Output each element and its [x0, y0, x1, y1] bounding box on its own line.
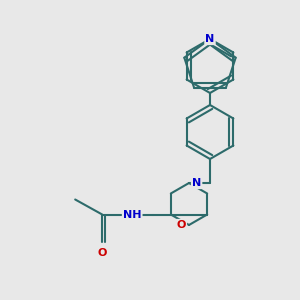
Text: O: O: [177, 220, 186, 230]
Text: N: N: [206, 34, 214, 44]
Text: O: O: [98, 248, 107, 257]
Text: N: N: [192, 178, 201, 188]
Text: NH: NH: [123, 209, 141, 220]
